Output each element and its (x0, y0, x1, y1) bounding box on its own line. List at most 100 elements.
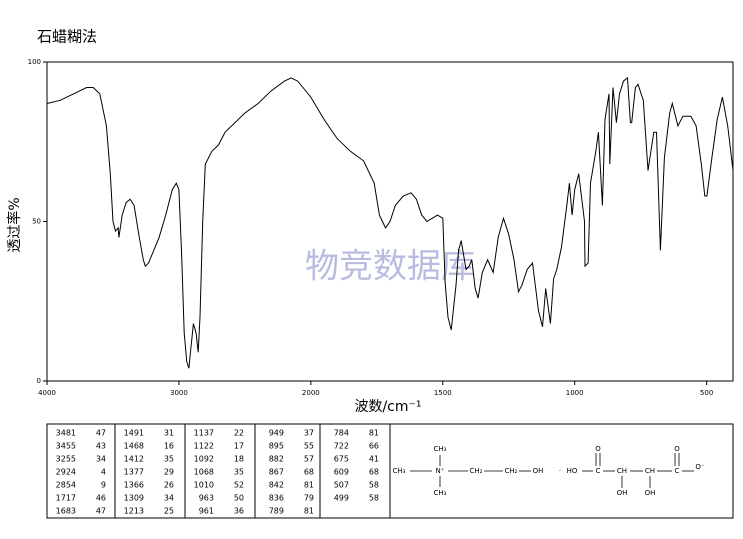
peak-transmittance: 58 (369, 494, 379, 503)
peak-wavenumber: 3255 (56, 455, 76, 464)
peak-wavenumber: 1092 (194, 455, 214, 464)
peak-transmittance: 68 (369, 468, 379, 477)
peak-transmittance: 22 (234, 429, 244, 438)
structure-atom: C (675, 467, 680, 475)
peak-wavenumber: 1010 (194, 481, 214, 490)
peak-wavenumber: 1717 (56, 494, 76, 503)
peak-transmittance: 35 (234, 468, 244, 477)
peak-wavenumber: 867 (269, 468, 284, 477)
peak-transmittance: 18 (234, 455, 244, 464)
peak-transmittance: 31 (164, 429, 174, 438)
structure-atom: CH₃ (393, 467, 406, 475)
peak-wavenumber: 784 (334, 429, 349, 438)
peak-transmittance: 81 (369, 429, 379, 438)
structure-atom: O (595, 445, 601, 453)
peak-transmittance: 17 (234, 442, 244, 451)
peak-wavenumber: 609 (334, 468, 349, 477)
peak-wavenumber: 949 (269, 429, 284, 438)
structure-atom: OH (617, 489, 628, 497)
x-tick-label: 500 (700, 389, 713, 397)
y-tick-label: 50 (32, 218, 41, 226)
peak-transmittance: 81 (304, 481, 314, 490)
structure-atom: CH (617, 467, 627, 475)
peak-transmittance: 37 (304, 429, 314, 438)
y-axis-label: 透过率% (6, 197, 23, 252)
peak-transmittance: 58 (369, 481, 379, 490)
peak-wavenumber: 3481 (56, 429, 76, 438)
structure-atom: · (559, 467, 561, 475)
peak-transmittance: 46 (96, 494, 106, 503)
structure-atom: OH (645, 489, 656, 497)
peak-transmittance: 26 (164, 481, 174, 490)
peak-transmittance: 36 (234, 507, 244, 516)
peak-wavenumber: 1412 (124, 455, 144, 464)
peak-wavenumber: 1377 (124, 468, 144, 477)
structure-atom: HO (567, 467, 578, 475)
peak-transmittance: 50 (234, 494, 244, 503)
peak-transmittance: 35 (164, 455, 174, 464)
peak-wavenumber: 836 (269, 494, 284, 503)
peak-transmittance: 41 (369, 455, 379, 464)
peak-wavenumber: 842 (269, 481, 284, 490)
structure-atom: O (674, 445, 680, 453)
peak-transmittance: 34 (164, 494, 174, 503)
x-tick-label: 4000 (38, 389, 56, 397)
peak-wavenumber: 1468 (124, 442, 144, 451)
peak-transmittance: 4 (101, 468, 106, 477)
peak-wavenumber: 1068 (194, 468, 214, 477)
peak-transmittance: 9 (101, 481, 106, 490)
peak-wavenumber: 963 (199, 494, 214, 503)
peak-wavenumber: 1309 (124, 494, 144, 503)
peak-transmittance: 29 (164, 468, 174, 477)
y-tick-label: 0 (37, 377, 41, 385)
peak-wavenumber: 2924 (56, 468, 76, 477)
peak-transmittance: 79 (304, 494, 314, 503)
x-tick-label: 3000 (170, 389, 188, 397)
peak-wavenumber: 722 (334, 442, 349, 451)
peak-wavenumber: 961 (199, 507, 214, 516)
structure-atom: OH (533, 467, 544, 475)
peak-wavenumber: 2854 (56, 481, 76, 490)
x-axis-label: 波数/cm⁻¹ (354, 399, 421, 415)
peak-transmittance: 43 (96, 442, 106, 451)
peak-transmittance: 57 (304, 455, 314, 464)
peak-transmittance: 66 (369, 442, 379, 451)
peak-wavenumber: 882 (269, 455, 284, 464)
peak-wavenumber: 1366 (124, 481, 144, 490)
chart-title: 石蜡糊法 (37, 28, 97, 46)
structure-atom: N⁺ (436, 467, 445, 475)
structure-atom: CH (645, 467, 655, 475)
structure-atom: CH₂ (470, 467, 483, 475)
peak-transmittance: 68 (304, 468, 314, 477)
peak-wavenumber: 1122 (194, 442, 214, 451)
peak-transmittance: 81 (304, 507, 314, 516)
structure-atom: CH₃ (434, 489, 447, 497)
peak-transmittance: 16 (164, 442, 174, 451)
peak-wavenumber: 675 (334, 455, 349, 464)
x-tick-label: 1000 (566, 389, 584, 397)
x-tick-label: 1500 (434, 389, 452, 397)
structure-atom: CH₃ (434, 445, 447, 453)
x-tick-label: 2000 (302, 389, 320, 397)
peak-transmittance: 47 (96, 507, 106, 516)
peak-transmittance: 34 (96, 455, 106, 464)
peak-transmittance: 52 (234, 481, 244, 490)
peak-wavenumber: 895 (269, 442, 284, 451)
peak-wavenumber: 3455 (56, 442, 76, 451)
structure-atom: CH₂ (505, 467, 518, 475)
peak-wavenumber: 1137 (194, 429, 214, 438)
peak-wavenumber: 1683 (56, 507, 76, 516)
structure-atom: C (596, 467, 601, 475)
peak-transmittance: 47 (96, 429, 106, 438)
peak-wavenumber: 499 (334, 494, 349, 503)
structure-atom: O⁻ (695, 463, 705, 471)
peak-transmittance: 55 (304, 442, 314, 451)
peak-wavenumber: 789 (269, 507, 284, 516)
y-tick-label: 100 (28, 58, 41, 66)
peak-wavenumber: 1213 (124, 507, 144, 516)
peak-wavenumber: 1491 (124, 429, 144, 438)
peak-transmittance: 25 (164, 507, 174, 516)
spectrum-line (46, 76, 734, 369)
peak-wavenumber: 507 (334, 481, 349, 490)
